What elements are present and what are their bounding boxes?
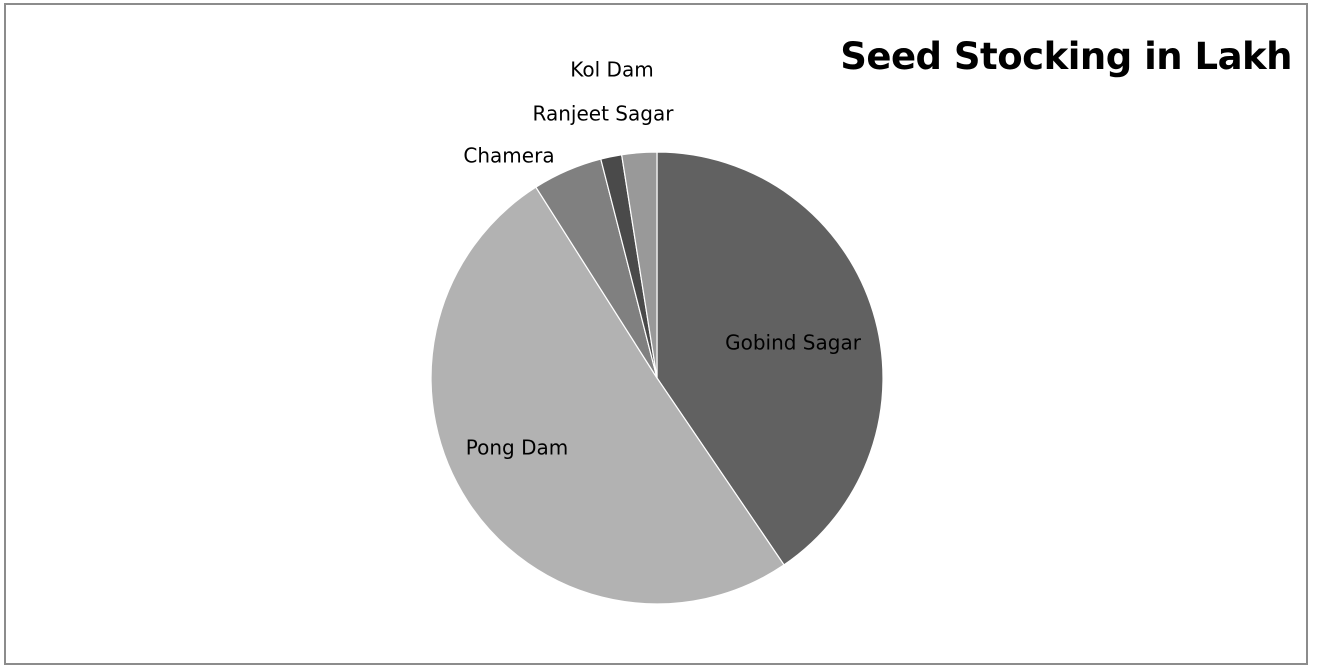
- slice-label-pong-dam: Pong Dam: [466, 436, 568, 460]
- pie-slice-pong-dam: [430, 186, 785, 605]
- pie-slice-gobind-sagar: [656, 151, 884, 566]
- pie-slice-kol-dam: [620, 151, 658, 379]
- slice-label-gobind-sagar: Gobind Sagar: [725, 331, 862, 355]
- slice-label-ranjeet-sagar: Ranjeet Sagar: [533, 102, 675, 126]
- chart-title: Seed Stocking in Lakh: [840, 35, 1292, 78]
- slice-label-chamera: Chamera: [463, 144, 554, 168]
- slice-label-kol-dam: Kol Dam: [570, 58, 653, 82]
